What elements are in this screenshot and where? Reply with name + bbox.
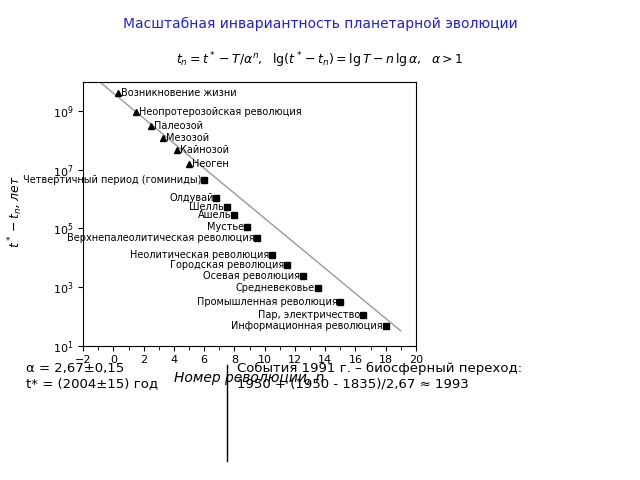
Text: Ашель: Ашель bbox=[198, 210, 232, 220]
Text: Возникновение жизни: Возникновение жизни bbox=[121, 88, 236, 98]
Text: Неолитическая революция: Неолитическая революция bbox=[131, 250, 269, 260]
Text: Масштабная инвариантность планетарной эволюции: Масштабная инвариантность планетарной эв… bbox=[123, 17, 517, 31]
Text: Неоген: Неоген bbox=[192, 158, 228, 168]
Text: Неопротерозойская революция: Неопротерозойская революция bbox=[139, 107, 301, 117]
Text: α = 2,67±0,15
t* = (2004±15) год: α = 2,67±0,15 t* = (2004±15) год bbox=[26, 362, 157, 390]
Text: Шелль: Шелль bbox=[189, 202, 224, 212]
X-axis label: Номер революции, n: Номер революции, n bbox=[175, 371, 324, 385]
Text: Мустье: Мустье bbox=[207, 222, 244, 232]
Text: Промышленная революция: Промышленная революция bbox=[197, 297, 338, 307]
Text: Осевая революция: Осевая революция bbox=[203, 271, 300, 281]
Text: Палеозой: Палеозой bbox=[154, 121, 203, 131]
Text: События 1991 г. – биосферный переход:
1950 + (1950 - 1835)/2,67 ≈ 1993: События 1991 г. – биосферный переход: 19… bbox=[237, 362, 522, 390]
Text: $t^* - t_n$, лет: $t^* - t_n$, лет bbox=[6, 175, 25, 248]
Text: Пар, электричество: Пар, электричество bbox=[258, 310, 360, 320]
Text: Четвертичный период (гоминиды): Четвертичный период (гоминиды) bbox=[23, 175, 202, 185]
Text: $t_n = t^* - T/\alpha^n,$  $\lg(t^* - t_n) = \lg T - n\,\lg\alpha,$  $\alpha > 1: $t_n = t^* - T/\alpha^n,$ $\lg(t^* - t_n… bbox=[176, 50, 464, 70]
Text: Городская революция: Городская революция bbox=[170, 260, 285, 270]
Text: Мезозой: Мезозой bbox=[166, 133, 209, 143]
Text: Олдувай: Олдувай bbox=[169, 192, 214, 203]
Text: Кайнозой: Кайнозой bbox=[180, 145, 228, 156]
Text: Средневековье: Средневековье bbox=[236, 283, 315, 293]
Text: Информационная революция: Информационная революция bbox=[232, 322, 383, 331]
Text: Верхнепалеолитическая революция: Верхнепалеолитическая революция bbox=[67, 233, 255, 243]
